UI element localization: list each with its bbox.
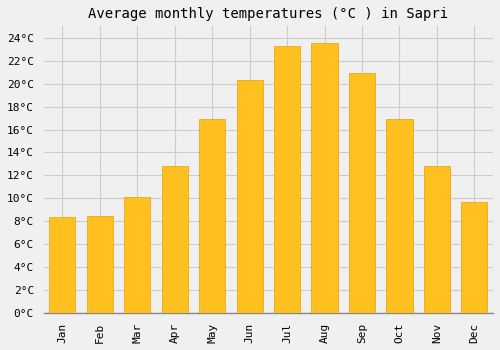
Bar <box>124 197 150 313</box>
Bar <box>236 80 262 313</box>
Bar <box>50 217 76 313</box>
Bar <box>386 119 412 313</box>
Bar <box>199 119 226 313</box>
Bar <box>424 166 450 313</box>
Bar <box>461 202 487 313</box>
Bar <box>349 73 375 313</box>
Bar <box>162 166 188 313</box>
Title: Average monthly temperatures (°C ) in Sapri: Average monthly temperatures (°C ) in Sa… <box>88 7 448 21</box>
Bar <box>274 46 300 313</box>
Bar <box>86 216 113 313</box>
Bar <box>312 43 338 313</box>
